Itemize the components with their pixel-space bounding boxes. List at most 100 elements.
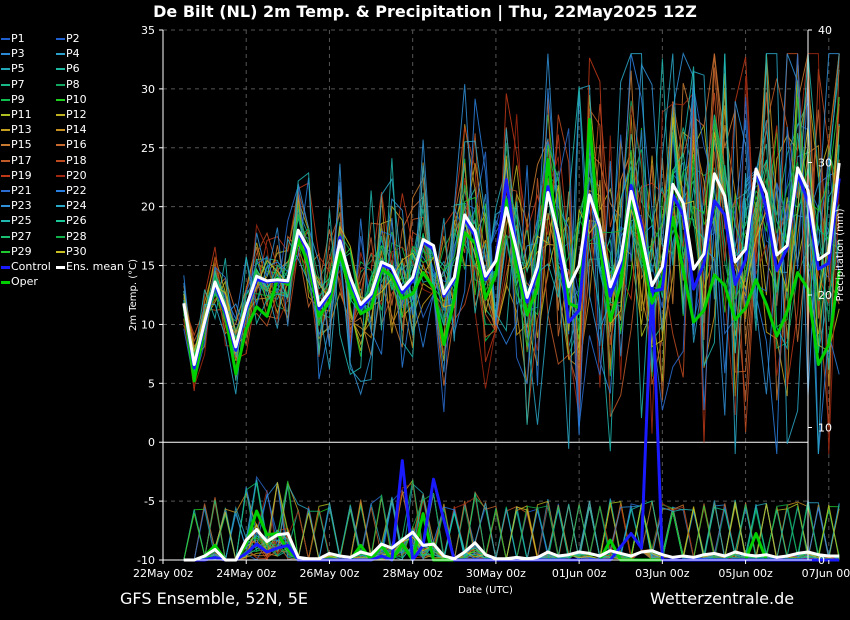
legend-swatch bbox=[56, 114, 65, 116]
xtick-label: 22May 00z bbox=[133, 567, 193, 580]
legend-label: P30 bbox=[66, 244, 87, 258]
legend-label: P16 bbox=[66, 138, 87, 152]
legend-swatch bbox=[1, 190, 10, 192]
legend-label: P22 bbox=[66, 184, 87, 197]
model-label: GFS Ensemble, 52N, 5E bbox=[120, 589, 308, 608]
ytick-right-label: 10 bbox=[818, 422, 832, 435]
legend-swatch bbox=[1, 129, 10, 132]
x-axis-label: Date (UTC) bbox=[458, 585, 513, 596]
legend-label: P17 bbox=[11, 153, 32, 167]
legend-swatch bbox=[56, 235, 65, 238]
legend-swatch bbox=[56, 159, 65, 162]
legend-label: P11 bbox=[11, 108, 32, 121]
legend-swatch bbox=[56, 205, 65, 208]
xtick-label: 24May 00z bbox=[216, 567, 276, 580]
legend-label: P27 bbox=[11, 229, 32, 243]
member-line-P27 bbox=[183, 114, 840, 362]
legend-swatch bbox=[56, 174, 65, 177]
legend-swatch bbox=[56, 38, 65, 40]
ytick-left-label: -5 bbox=[144, 495, 155, 508]
ytick-left-label: 5 bbox=[148, 377, 155, 390]
legend-swatch bbox=[1, 250, 10, 253]
legend-label: P18 bbox=[66, 153, 87, 167]
y-axis-label-right: Precipitation (mm) bbox=[835, 208, 846, 301]
legend-swatch bbox=[1, 174, 10, 177]
series-lines bbox=[182, 118, 841, 562]
ytick-left-label: 15 bbox=[141, 260, 155, 273]
legend-swatch bbox=[1, 83, 10, 86]
legend-swatch bbox=[1, 53, 10, 56]
legend-label: P20 bbox=[66, 168, 87, 182]
ytick-left-label: 25 bbox=[141, 142, 155, 155]
legend-label: P2 bbox=[66, 32, 80, 45]
member-line-P21 bbox=[183, 53, 840, 426]
legend-swatch bbox=[1, 205, 10, 208]
legend-label: P9 bbox=[11, 92, 25, 106]
legend-swatch bbox=[56, 190, 65, 192]
legend-swatch bbox=[1, 266, 10, 269]
legend-label: P6 bbox=[66, 62, 80, 76]
series-line-ens-mean bbox=[182, 162, 841, 366]
legend-swatch bbox=[56, 250, 65, 253]
legend-swatch bbox=[56, 98, 65, 101]
legend-label: Control bbox=[11, 260, 51, 273]
legend-label: P15 bbox=[11, 138, 32, 152]
legend-swatch bbox=[56, 266, 65, 269]
legend-label: P23 bbox=[11, 199, 32, 213]
ytick-right-label: 30 bbox=[818, 157, 832, 170]
legend-swatch bbox=[1, 235, 10, 238]
legend-swatch bbox=[56, 68, 65, 71]
legend-label: P24 bbox=[66, 199, 87, 213]
ytick-right-label: 0 bbox=[818, 554, 825, 567]
xtick-label: 30May 00z bbox=[466, 567, 526, 580]
legend-swatch bbox=[1, 98, 10, 101]
legend-label: P29 bbox=[11, 244, 32, 258]
legend-swatch bbox=[1, 68, 10, 71]
legend-swatch bbox=[56, 220, 65, 223]
ytick-left-label: 20 bbox=[141, 201, 155, 214]
legend-swatch bbox=[56, 144, 65, 147]
chart-title: De Bilt (NL) 2m Temp. & Precipitation | … bbox=[153, 2, 697, 21]
xtick-label: 07Jun 00z bbox=[802, 567, 850, 580]
legend-label: P14 bbox=[66, 123, 87, 137]
ytick-left-label: 35 bbox=[141, 24, 155, 37]
ytick-left-label: 30 bbox=[141, 83, 155, 96]
ytick-left-label: 10 bbox=[141, 318, 155, 331]
legend-swatch bbox=[1, 159, 10, 162]
ytick-left-label: 0 bbox=[148, 436, 155, 449]
legend-label: Oper bbox=[11, 275, 38, 289]
xtick-label: 05Jun 00z bbox=[718, 567, 773, 580]
legend-label: P19 bbox=[11, 168, 32, 182]
xtick-label: 26May 00z bbox=[299, 567, 359, 580]
ytick-right-label: 40 bbox=[818, 24, 832, 37]
legend-swatch bbox=[1, 38, 10, 40]
ytick-left-label: -10 bbox=[137, 554, 155, 567]
xtick-label: 01Jun 00z bbox=[552, 567, 607, 580]
legend-label: P7 bbox=[11, 77, 25, 91]
series-line-ens-mean-precip bbox=[183, 528, 840, 562]
legend-swatch bbox=[1, 281, 10, 285]
member-line-P19 bbox=[183, 56, 840, 443]
xtick-label: 28May 00z bbox=[383, 567, 443, 580]
legend-swatch bbox=[1, 220, 10, 223]
xtick-label: 03Jun 00z bbox=[635, 567, 690, 580]
legend-label: P28 bbox=[66, 229, 87, 243]
legend-swatch bbox=[56, 129, 65, 132]
legend-label: P25 bbox=[11, 214, 32, 228]
y-axis-label-left: 2m Temp. (°C) bbox=[128, 259, 139, 331]
legend-label: P26 bbox=[66, 214, 87, 228]
site-label: Wetterzentrale.de bbox=[650, 589, 795, 608]
legend-label: P13 bbox=[11, 123, 32, 137]
legend-label: P10 bbox=[66, 92, 87, 106]
legend-label: P8 bbox=[66, 77, 80, 91]
legend-label: P4 bbox=[66, 47, 80, 61]
ensemble-members bbox=[183, 51, 840, 562]
legend-swatch bbox=[56, 83, 65, 86]
legend-label: Ens. mean bbox=[66, 260, 124, 273]
legend-label: P3 bbox=[11, 47, 25, 61]
legend-label: P5 bbox=[11, 62, 25, 76]
legend-label: P12 bbox=[66, 108, 87, 121]
legend-label: P21 bbox=[11, 184, 32, 197]
ytick-right-label: 20 bbox=[818, 289, 832, 302]
